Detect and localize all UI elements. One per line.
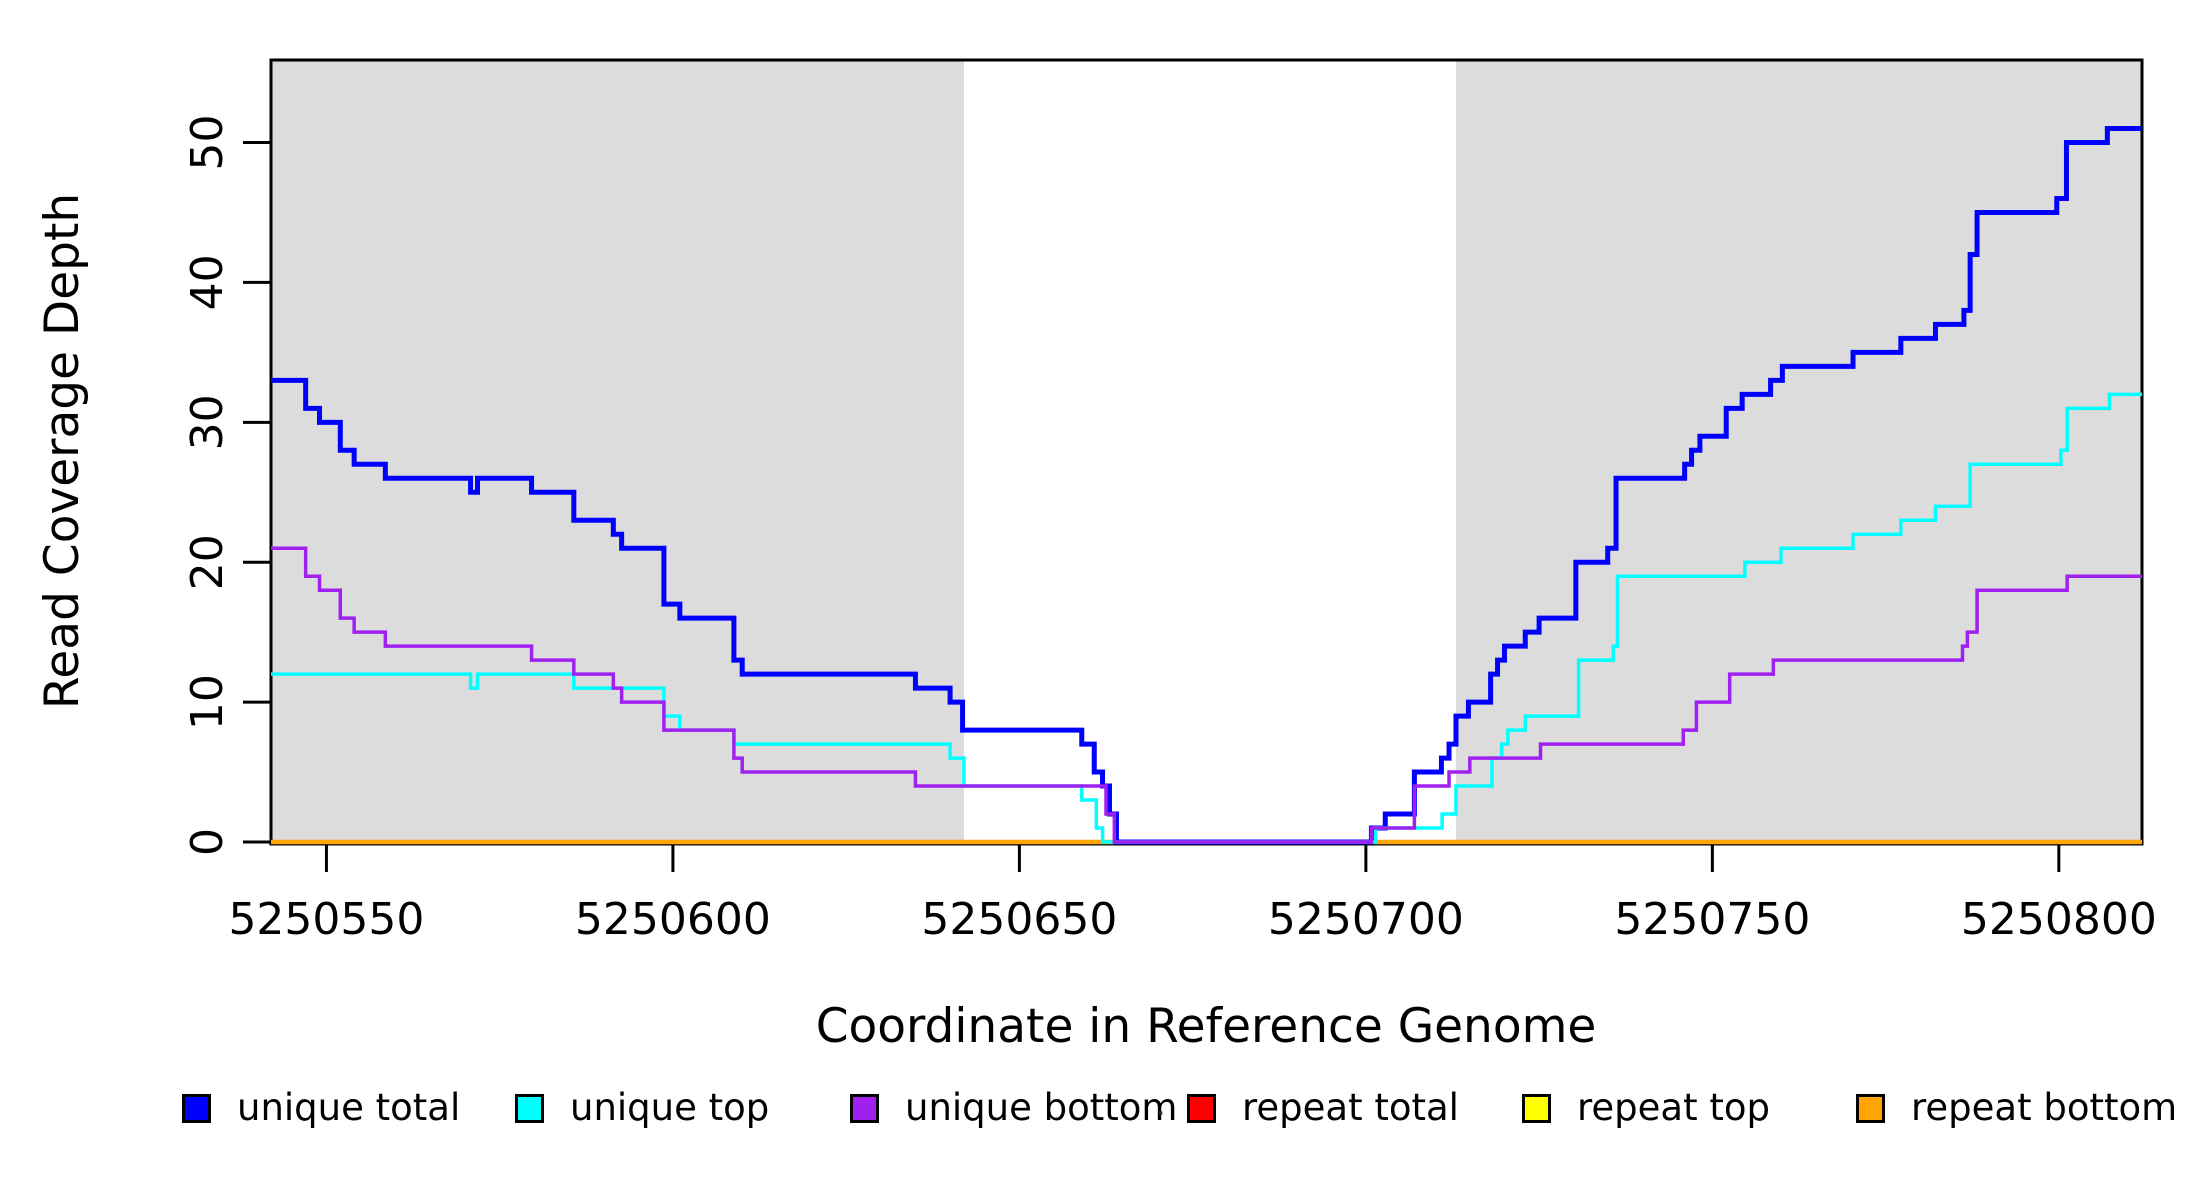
legend-label: unique top (570, 1086, 770, 1129)
x-tick-label: 5250550 (228, 894, 424, 945)
legend-item-repeat-total: repeat total (1187, 1080, 1459, 1136)
x-tick-label: 5250750 (1614, 894, 1810, 945)
legend-label: repeat total (1242, 1086, 1459, 1129)
y-tick-label: 50 (182, 115, 233, 171)
y-tick-label: 30 (182, 394, 233, 450)
y-tick-label: 10 (182, 674, 233, 730)
unique-bottom-swatch-icon (850, 1093, 879, 1123)
legend-label: unique total (237, 1086, 461, 1129)
unique-total-swatch-icon (182, 1093, 211, 1123)
legend-label: repeat bottom (1911, 1086, 2178, 1129)
y-tick-label: 20 (182, 534, 233, 590)
legend-label: unique bottom (905, 1086, 1178, 1129)
x-tick-label: 5250650 (921, 894, 1117, 945)
x-tick-label: 5250700 (1268, 894, 1464, 945)
legend-label: repeat top (1577, 1086, 1770, 1129)
x-axis-title: Coordinate in Reference Genome (816, 999, 1597, 1054)
plot-legend: unique total unique top unique bottom re… (0, 1080, 2200, 1140)
y-tick-label: 0 (182, 828, 233, 856)
repeat-total-swatch-icon (1187, 1093, 1216, 1123)
repeat-bottom-swatch-icon (1856, 1093, 1885, 1123)
legend-item-unique-total: unique total (182, 1080, 460, 1136)
stray-mark: . (1156, 1088, 1166, 1123)
unique-top-swatch-icon (515, 1093, 544, 1123)
y-axis-title: Read Coverage Depth (35, 193, 90, 709)
repeat-top-swatch-icon (1522, 1093, 1551, 1123)
legend-item-repeat-bottom: repeat bottom (1856, 1080, 2177, 1136)
x-tick-label: 5250800 (1961, 894, 2157, 945)
legend-item-repeat-top: repeat top (1522, 1080, 1770, 1136)
shaded-region (1455, 60, 2142, 844)
series-unique-total (271, 126, 2142, 845)
legend-item-unique-bottom: unique bottom (850, 1080, 1177, 1136)
y-tick-label: 40 (182, 254, 233, 310)
shaded-region (271, 60, 964, 844)
x-tick-label: 5250600 (575, 894, 771, 945)
legend-item-unique-top: unique top (515, 1080, 769, 1136)
series-unique-bottom (271, 546, 2142, 844)
